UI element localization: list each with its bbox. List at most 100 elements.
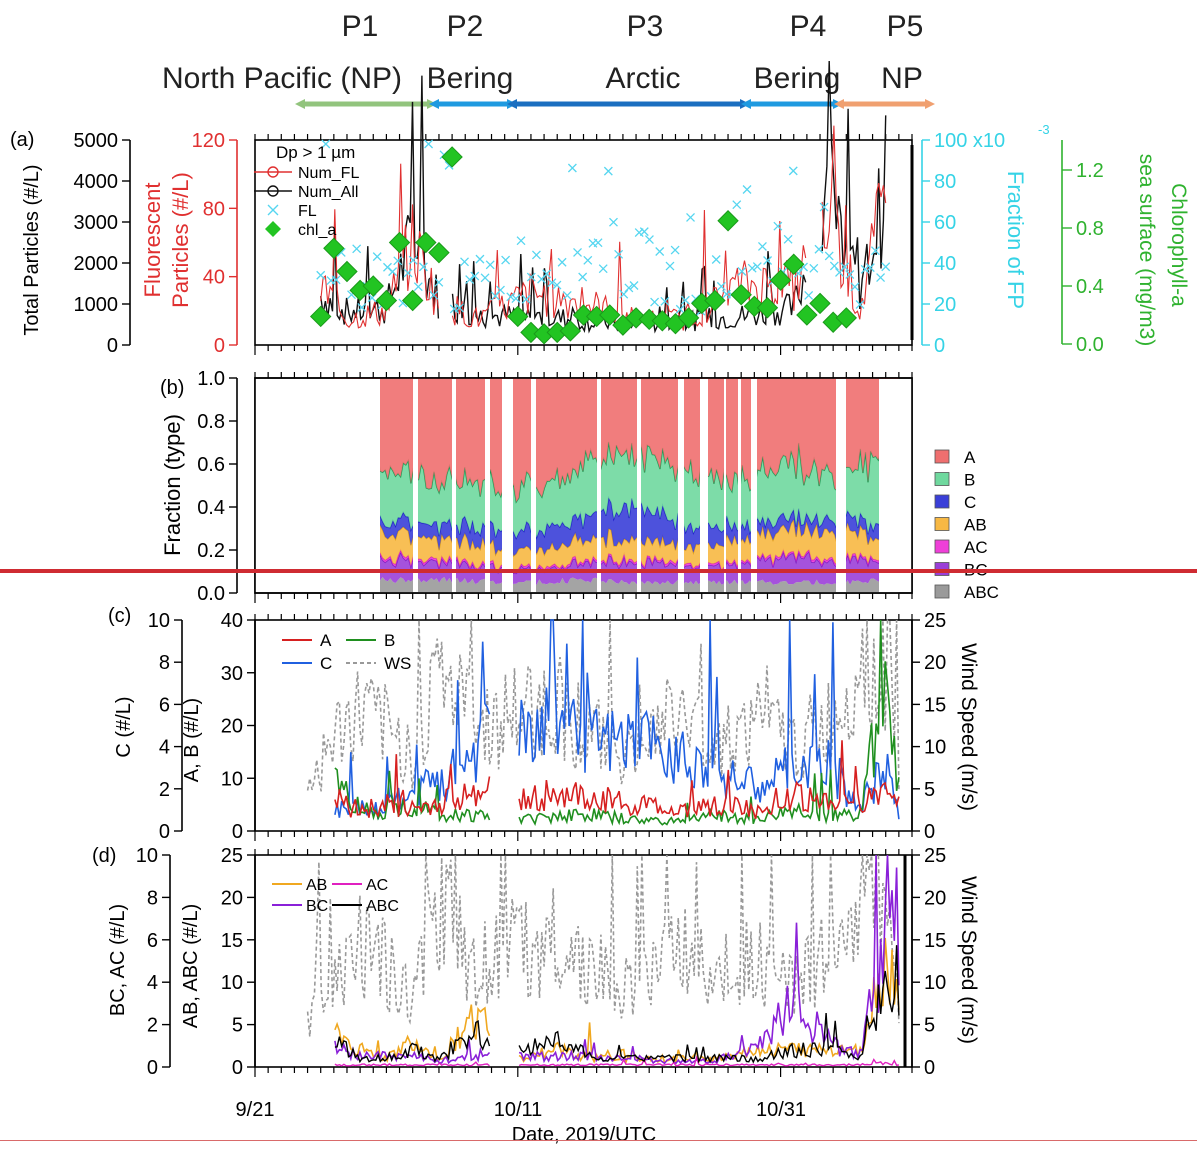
fl-fraction-marker xyxy=(403,268,413,278)
fl-fraction-marker xyxy=(614,249,624,259)
panel-b-tag: (b) xyxy=(160,377,184,399)
abc-axis-tick-label: 15 xyxy=(221,930,243,952)
c-axis-tick-label: 6 xyxy=(159,694,170,716)
chl-a-point xyxy=(441,146,463,168)
chl-axis-label-2: sea surface (mg/m3) xyxy=(1135,154,1158,347)
fl-axis-label-2: Particles (#/L) xyxy=(168,172,193,308)
fl-fraction-marker xyxy=(860,264,870,274)
area-abc xyxy=(333,577,899,593)
fl-fraction-marker xyxy=(603,166,613,176)
ws-axis-tick-label: 25 xyxy=(924,610,946,632)
fl-fraction-marker xyxy=(424,139,434,149)
fl-fraction-marker xyxy=(578,272,588,282)
chl-a-point xyxy=(415,231,437,254)
bottom-rule-line xyxy=(0,1140,1197,1141)
fraction-axis-label: Fraction (type) xyxy=(160,414,185,556)
ws2-axis-tick-label: 25 xyxy=(924,845,946,867)
chl-a-point xyxy=(507,305,529,328)
fl-fraction-marker xyxy=(870,246,880,256)
ws-axis-tick-label: 10 xyxy=(924,737,946,759)
period-code-p4: P4 xyxy=(790,10,827,43)
fl-fraction-marker xyxy=(829,261,839,271)
fp-axis-tick-label: 80 xyxy=(934,171,956,193)
fl-fraction-marker xyxy=(475,254,485,264)
fl-fraction-marker xyxy=(824,251,834,261)
fl-fraction-marker xyxy=(357,303,367,312)
area-b xyxy=(333,396,899,539)
c-axis-tick-label: 0 xyxy=(159,821,170,843)
fl-fraction-marker xyxy=(732,200,742,210)
fl-fraction-marker xyxy=(644,235,654,244)
area-ab xyxy=(333,499,899,572)
region-label-bering-2: Bering xyxy=(754,62,841,95)
no-data-gap xyxy=(502,379,513,592)
fl-fraction-marker xyxy=(331,275,341,285)
ws2-axis-tick-label: 5 xyxy=(924,1015,935,1037)
ab-axis-tick-label: 10 xyxy=(221,768,243,790)
fl-fraction-marker xyxy=(609,217,618,227)
abc-axis-tick-label: 20 xyxy=(221,887,243,909)
c-axis-tick-label: 8 xyxy=(159,652,170,674)
fl-fraction-marker xyxy=(434,277,444,287)
legend-label-a: A xyxy=(964,448,976,467)
fl-fraction-marker xyxy=(542,269,552,279)
chl-a-point xyxy=(309,305,332,328)
panel-c-tag: (c) xyxy=(108,605,131,627)
fp-axis-tick-label: 60 xyxy=(934,212,956,234)
fl-axis-label-1: Fluorescent xyxy=(140,183,165,298)
c-axis-tick-label: 2 xyxy=(159,779,170,801)
chl-a-point xyxy=(362,275,384,297)
legend-swatch-abc xyxy=(934,584,950,599)
total-axis-tick-label: 0 xyxy=(107,335,118,357)
fl-fraction-marker xyxy=(321,139,331,149)
fl-fraction-marker xyxy=(460,257,469,267)
fl-fraction-marker xyxy=(788,166,798,176)
fraction-axis-tick-label: 1.0 xyxy=(197,368,225,390)
abc-axis-tick-label: 5 xyxy=(232,1015,243,1037)
legend-label-ws: WS xyxy=(384,654,411,673)
ws-axis-tick-label: 0 xyxy=(924,821,935,843)
panel-d-tag: (d) xyxy=(92,845,116,867)
period-code-p1: P1 xyxy=(342,10,379,43)
fl-fraction-marker xyxy=(573,247,582,257)
ws-axis-tick-label: 20 xyxy=(924,652,946,674)
chl-a-point xyxy=(323,237,345,260)
fp-axis-exponent: -3 xyxy=(1038,122,1050,137)
shared-x-axis: 9/21 10/11 10/31 Date, 2019/UTC xyxy=(236,1099,807,1146)
area-c xyxy=(333,495,899,556)
no-data-gap xyxy=(879,379,912,592)
panel-a-legend-title: Dp > 1 µm xyxy=(276,143,355,162)
chl-a-point xyxy=(796,304,818,326)
fl-fraction-marker xyxy=(660,296,670,306)
fl-fraction-marker xyxy=(773,221,783,231)
fl-fraction-marker xyxy=(418,262,428,272)
region-label-bering-1: Bering xyxy=(427,62,514,95)
bc-axis-tick-label: 6 xyxy=(147,930,158,952)
fl-fraction-marker xyxy=(552,280,562,290)
period-code-p5: P5 xyxy=(887,10,924,43)
ab-axis-tick-label: 0 xyxy=(232,821,243,843)
series-abc xyxy=(334,945,900,1064)
fl-fraction-marker xyxy=(388,267,398,277)
legend-label-ab: AB xyxy=(306,877,327,894)
fl-fraction-marker xyxy=(737,266,747,276)
chl-axis-tick-label: 1.2 xyxy=(1076,160,1104,182)
legend-label-num_all: Num_All xyxy=(298,184,358,201)
legend-label-abc: ABC xyxy=(366,898,399,915)
chl-a-point xyxy=(677,307,700,329)
ws2-axis-tick-label: 0 xyxy=(924,1057,935,1079)
chl-a-point xyxy=(769,269,792,291)
x-tick-label-10-11: 10/11 xyxy=(494,1099,543,1121)
legend-label-ac: AC xyxy=(366,877,388,894)
abc-axis-label: AB, ABC (#/L) xyxy=(180,904,202,1029)
ab-axis-tick-label: 30 xyxy=(221,663,243,685)
series-num-all xyxy=(320,60,887,334)
no-data-gap xyxy=(637,379,641,592)
fl-fraction-marker xyxy=(639,227,649,237)
period-code-p2: P2 xyxy=(447,10,484,43)
total-axis-tick-label: 1000 xyxy=(74,294,119,316)
fl-fraction-marker xyxy=(624,283,634,293)
fl-fraction-marker xyxy=(547,278,557,288)
fl-fraction-marker xyxy=(814,244,824,254)
